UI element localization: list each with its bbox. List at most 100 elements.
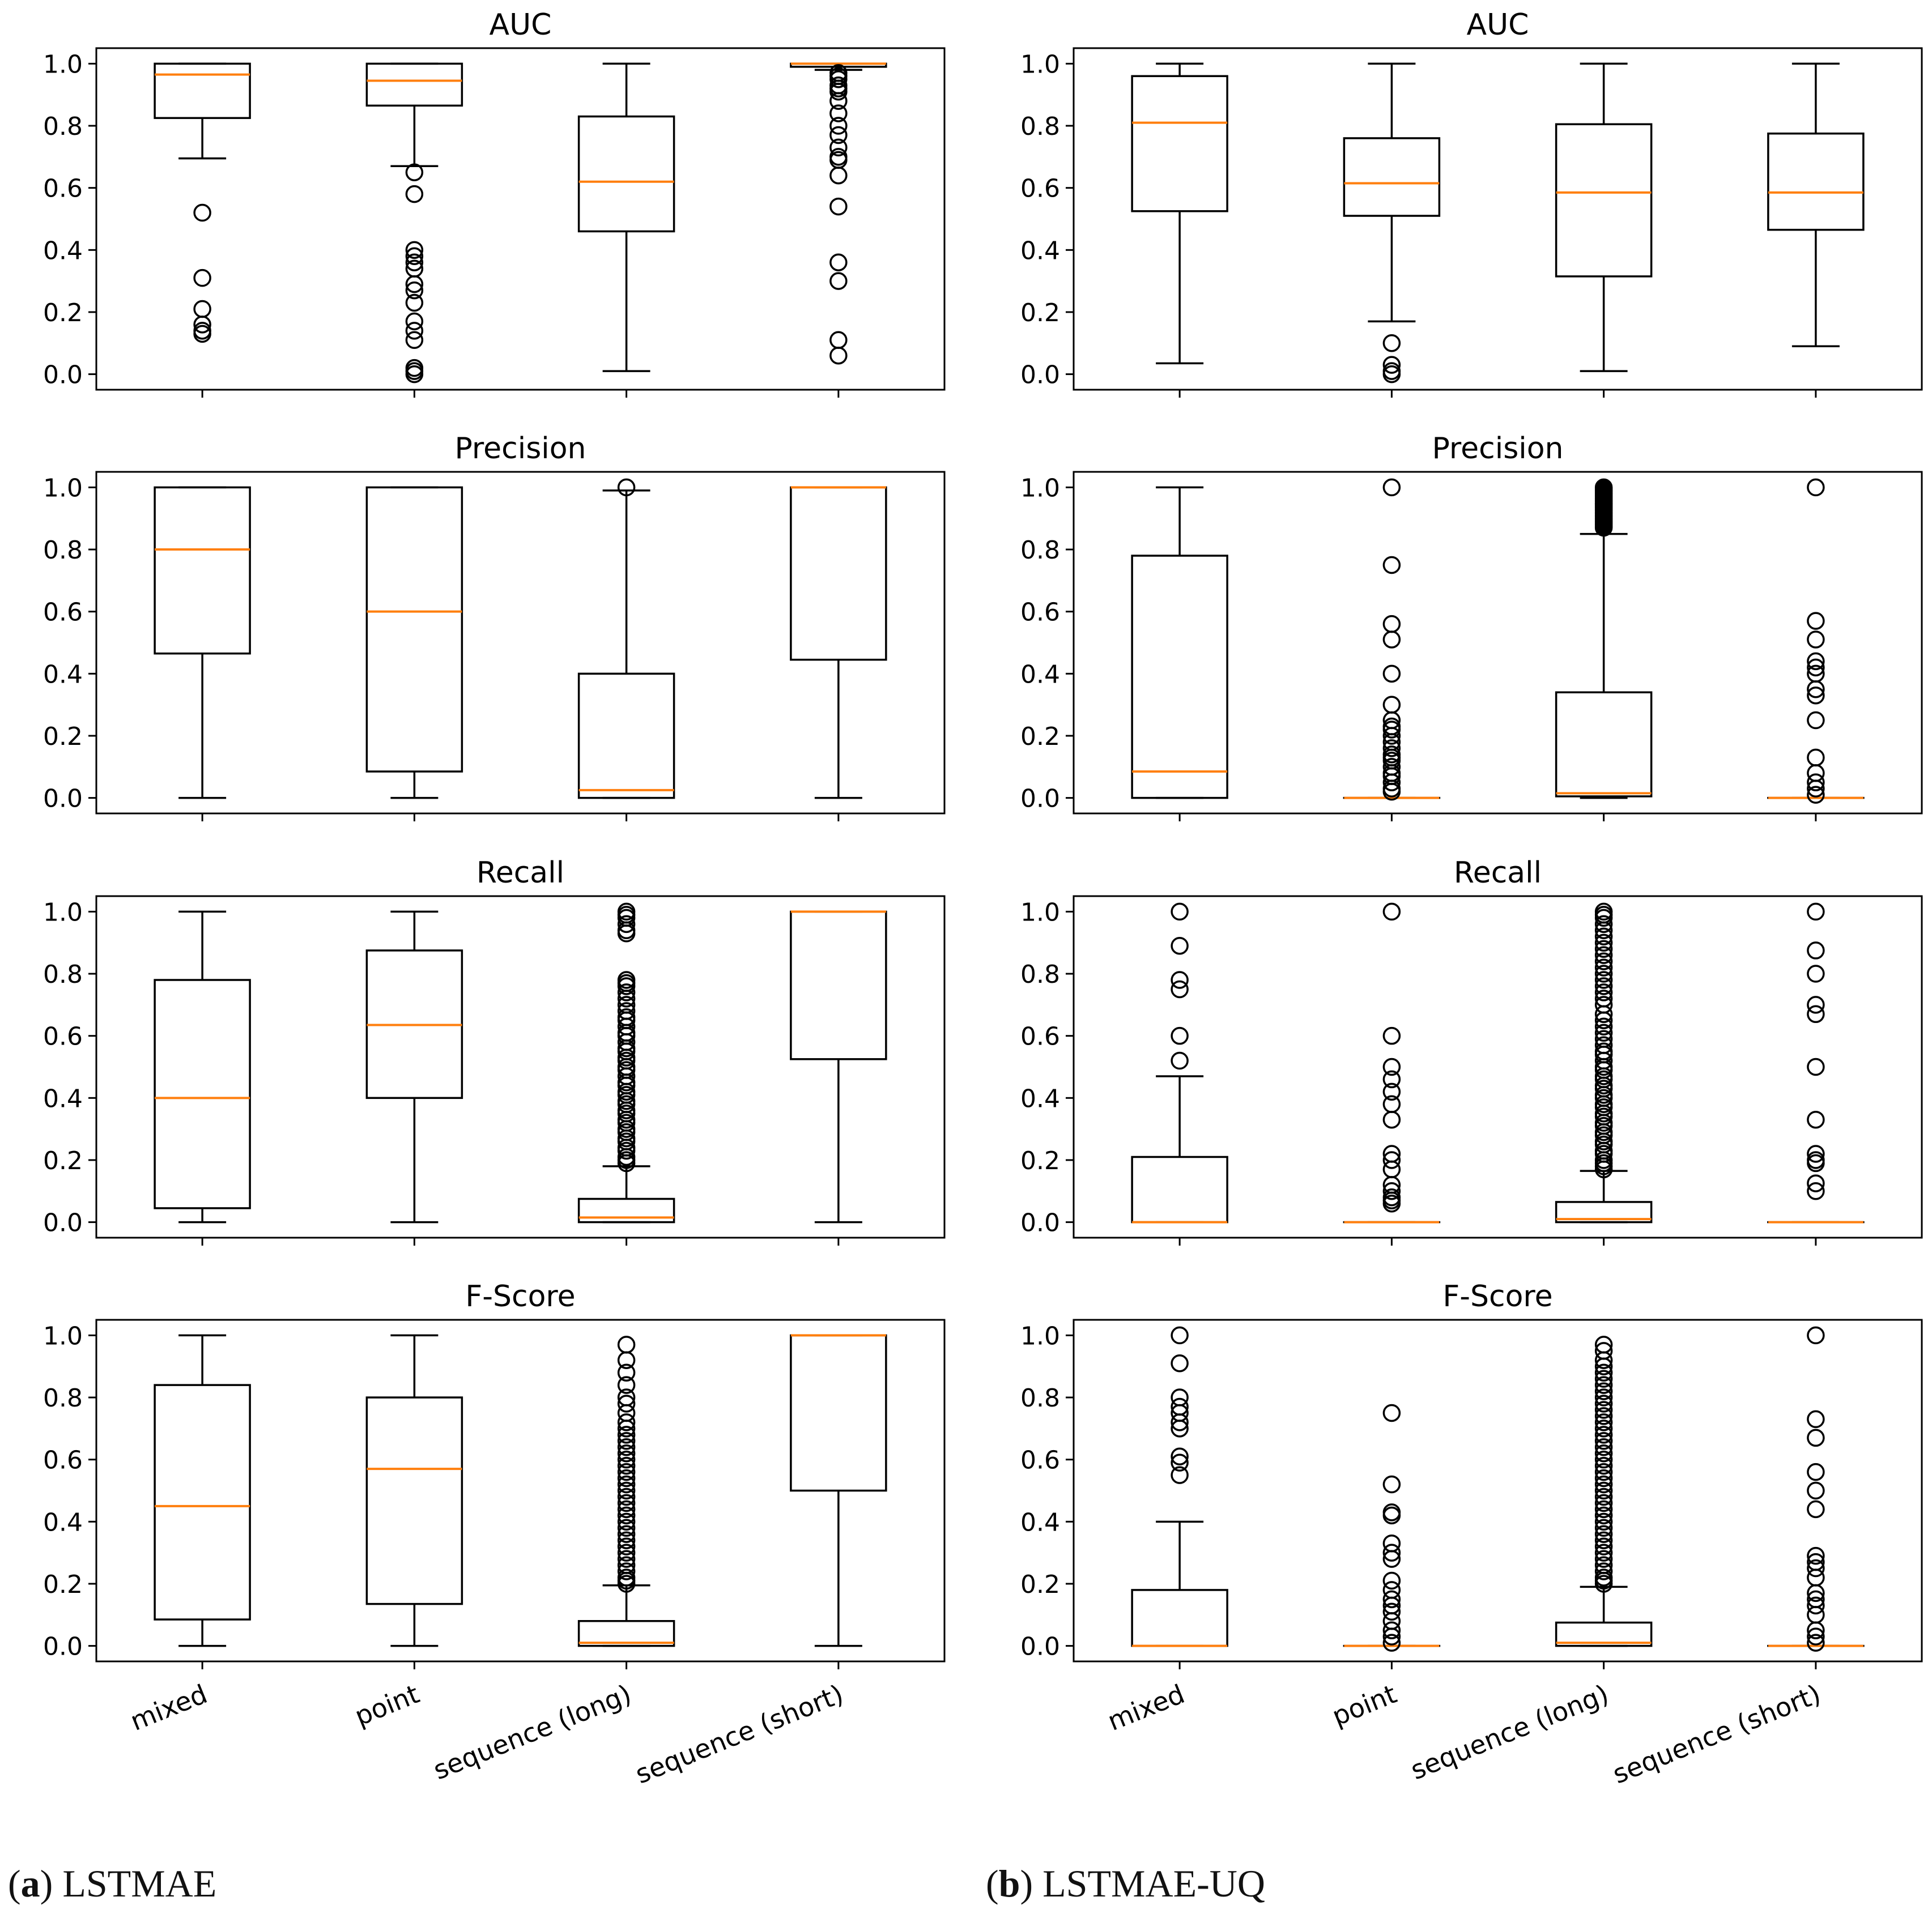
outlier-point [1807,1174,1825,1192]
box-iqr [1131,555,1228,799]
outlier-point [1382,1612,1401,1630]
outlier-point [1807,786,1825,804]
outlier-point [1594,1544,1613,1562]
box-iqr [1555,123,1653,278]
outlier-point [1594,1469,1613,1487]
y-tick-label: 1.0 [43,898,83,927]
outlier-point [405,312,424,331]
y-tick-label: 0.8 [43,112,83,141]
outlier-point [1807,1500,1825,1519]
outlier-point [1594,1401,1613,1419]
box-sequence-long- [1555,1336,1653,1669]
outlier-point [1594,1575,1613,1593]
box-sequence-long- [577,62,675,398]
outlier-point [1594,1450,1613,1469]
outlier-point [617,1544,636,1562]
y-tick-label: 1.0 [1020,474,1060,502]
outlier-point [1382,1151,1401,1169]
y-tick-label: 0.2 [43,299,83,327]
y-tick-label: 0.4 [1020,1508,1060,1537]
outlier-point [1382,615,1401,633]
box-iqr [1555,691,1653,798]
outlier-point [1171,1413,1189,1431]
outlier-point [1594,1382,1613,1400]
outlier-point [1594,1024,1613,1042]
outlier-point [1807,965,1825,983]
box-mixed [154,486,251,821]
outlier-point [1382,1026,1401,1045]
y-tick-label: 1.0 [43,474,83,502]
outlier-point [1382,1160,1401,1179]
box-mixed [1131,902,1228,1246]
y-tick-label: 0.6 [43,174,83,203]
box-sequence-short- [1767,62,1865,398]
outlier-point [617,977,636,995]
outlier-point [1807,1182,1825,1200]
box-mixed [154,62,251,398]
outlier-point [617,1413,636,1431]
outlier-point [829,253,848,271]
outlier-point [1807,478,1825,497]
outlier-point [1594,1550,1613,1568]
panel-b-recall: Recall 0.0 0.2 0.4 0.6 0.8 1.0 [1020,856,1923,1246]
outlier-point [617,1376,636,1394]
outlier-point [617,1525,636,1543]
box-sequence-short- [1767,478,1865,821]
outlier-point [1382,1095,1401,1114]
outlier-point [1382,356,1401,374]
outlier-point [1382,1544,1401,1562]
outlier-point [617,1363,636,1382]
outlier-point [617,1463,636,1481]
outlier-point [1171,1466,1189,1484]
box-sequence-short- [790,1334,887,1669]
outlier-point [405,365,424,383]
box-sequence-long- [577,1336,675,1669]
panel-title: AUC [1467,8,1529,42]
outlier-point [1807,1005,1825,1024]
box-sequence-short- [1767,1326,1865,1669]
y-tick-label: 0.0 [1020,785,1060,813]
box-iqr [790,910,887,1060]
outlier-point [1807,764,1825,782]
caption-b: (b) LSTMAE-UQ [986,1862,1265,1905]
outlier-point [1594,1463,1613,1481]
outlier-point [617,1494,636,1512]
outlier-point [405,253,424,271]
panel-title: Precision [454,432,586,466]
y-tick-label: 0.8 [1020,960,1060,989]
outlier-point [1171,980,1189,999]
outlier-point [1807,779,1825,798]
box-mixed [1131,1326,1228,1669]
y-tick-label: 0.0 [43,1209,83,1238]
box-iqr [790,486,887,661]
y-tick-label: 0.6 [43,598,83,627]
outlier-point [1382,727,1401,745]
panel-title: F-Score [465,1280,575,1314]
y-tick-label: 0.6 [1020,1022,1060,1051]
outlier-point [1382,696,1401,714]
outlier-point [1807,1569,1825,1587]
outlier-point [1594,1388,1613,1406]
box-point [365,1334,463,1669]
outlier-point [1594,1370,1613,1388]
outlier-point [1382,1182,1401,1200]
outlier-point [1382,721,1401,739]
outlier-point [1382,664,1401,683]
y-tick-label: 0.0 [1020,361,1060,390]
outlier-point [1171,1388,1189,1406]
y-tick-label: 0.2 [1020,299,1060,327]
outlier-point [617,1512,636,1531]
outlier-point [617,1420,636,1438]
outlier-point [1807,1627,1825,1646]
x-tick-label: sequence (short) [1608,1678,1825,1789]
y-tick-label: 0.4 [43,1084,83,1113]
box-iqr [1131,75,1228,212]
box-iqr [365,62,463,107]
x-tick-label: mixed [126,1678,211,1737]
outlier-point [1171,971,1189,989]
box-sequence-long- [1555,902,1653,1246]
outlier-point [1594,518,1613,537]
outlier-point [829,117,848,135]
outlier-point [617,915,636,934]
